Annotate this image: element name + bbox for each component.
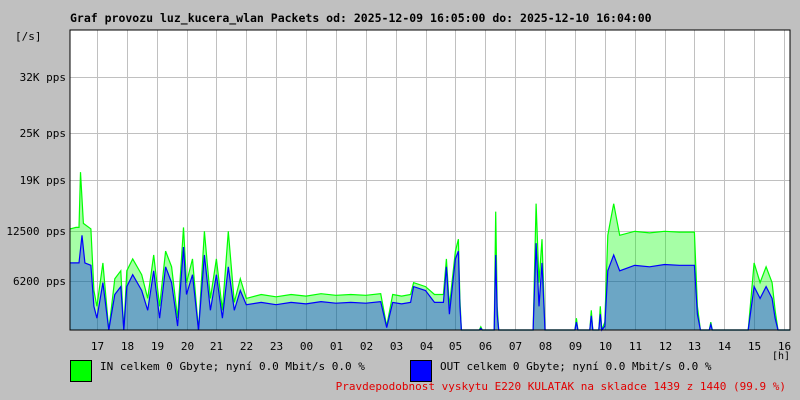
y-unit-label: [/s] <box>15 30 42 43</box>
x-tick-label: 20 <box>180 340 195 353</box>
series-out-line <box>70 235 790 332</box>
x-tick-label: 05 <box>448 340 463 353</box>
x-tick-label: 03 <box>389 340 404 353</box>
x-tick-label: 21 <box>209 340 224 353</box>
x-tick-label: 17 <box>90 340 105 353</box>
x-tick-label: 10 <box>598 340 613 353</box>
x-tick-label: 13 <box>687 340 702 353</box>
x-tick-label: 08 <box>538 340 553 353</box>
x-tick-label: 15 <box>747 340 762 353</box>
x-unit-label: [h] <box>772 351 791 362</box>
plot-frame <box>69 29 791 331</box>
series-layer <box>69 172 790 332</box>
series-in-line <box>69 172 790 331</box>
x-tick-label: 11 <box>628 340 643 353</box>
y-tick-label: 12500 pps <box>6 224 66 238</box>
x-tick-label: 04 <box>419 340 434 353</box>
x-tick-label: 23 <box>269 340 284 353</box>
y-tick-label: 19K pps <box>19 173 66 187</box>
x-tick-label: 02 <box>359 340 374 353</box>
x-tick-label: 07 <box>508 340 523 353</box>
x-tick-label: 12 <box>658 340 673 353</box>
y-tick-label: 6200 pps <box>13 274 66 288</box>
series-out-area <box>70 235 790 330</box>
legend-out-swatch <box>410 360 432 382</box>
x-tick-label: 09 <box>568 340 583 353</box>
series-in-area <box>70 172 790 330</box>
footer-note: Pravdepodobnost vyskytu E220 KULATAK na … <box>335 380 786 393</box>
legend-in-label: IN celkem 0 Gbyte; nyní 0.0 Mbit/s 0.0 % <box>100 360 365 373</box>
x-tick-label: 00 <box>299 340 314 353</box>
x-tick-label: 18 <box>120 340 135 353</box>
grid-lines <box>70 30 790 330</box>
x-tick-label: 06 <box>478 340 493 353</box>
x-tick-label: 19 <box>150 340 165 353</box>
y-tick-label: 25K pps <box>19 126 66 140</box>
x-tick-label: 01 <box>329 340 344 353</box>
y-tick-label: 32K pps <box>19 70 66 84</box>
x-tick-label: 22 <box>239 340 254 353</box>
legend-out-label: OUT celkem 0 Gbyte; nyní 0.0 Mbit/s 0.0 … <box>440 360 712 373</box>
x-tick-label: 16 <box>777 340 792 353</box>
x-tick-label: 14 <box>717 340 732 353</box>
legend-in-swatch <box>70 360 92 382</box>
chart-title: Graf provozu luz_kucera_wlan Packets od:… <box>70 11 652 25</box>
